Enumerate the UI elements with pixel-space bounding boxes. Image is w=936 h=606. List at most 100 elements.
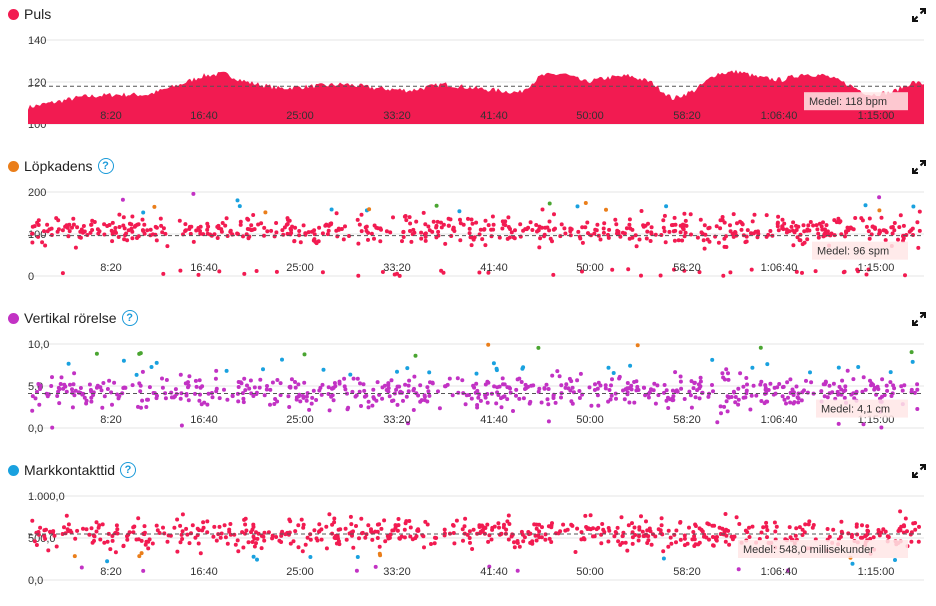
data-point <box>680 238 685 243</box>
data-point <box>378 239 383 244</box>
data-point <box>138 383 143 388</box>
data-point <box>88 388 93 392</box>
x-tick-label: 25:00 <box>286 566 314 578</box>
data-point <box>341 237 346 242</box>
y-tick-label: 0 <box>28 271 34 283</box>
data-point <box>745 228 750 233</box>
data-point <box>666 544 671 549</box>
help-icon[interactable]: ? <box>120 462 137 478</box>
data-point <box>630 541 635 546</box>
expand-icon[interactable] <box>912 160 926 174</box>
data-point <box>470 221 475 226</box>
data-point <box>669 223 674 228</box>
data-point <box>915 220 920 225</box>
data-point <box>94 520 99 525</box>
data-point <box>90 228 95 232</box>
data-point <box>251 522 256 527</box>
expand-icon[interactable] <box>912 312 926 326</box>
data-point <box>896 237 900 242</box>
data-point <box>222 523 227 528</box>
data-point <box>380 396 385 401</box>
data-point <box>536 389 541 394</box>
expand-icon[interactable] <box>912 464 926 478</box>
data-point <box>625 548 630 553</box>
data-point <box>110 538 115 543</box>
data-point <box>737 522 742 526</box>
data-point <box>872 385 877 390</box>
data-point <box>354 393 359 398</box>
data-point <box>813 269 818 274</box>
data-point <box>661 218 666 223</box>
data-point <box>304 394 309 399</box>
data-point <box>215 236 220 240</box>
data-point <box>241 400 246 405</box>
data-point <box>491 227 496 232</box>
x-tick-label: 16:40 <box>190 414 218 426</box>
data-point <box>723 512 728 516</box>
data-point <box>577 396 582 400</box>
data-point <box>458 217 462 222</box>
data-point <box>634 388 639 393</box>
data-point <box>116 396 121 401</box>
data-point <box>401 398 405 403</box>
data-point <box>296 523 301 528</box>
data-point <box>184 393 189 398</box>
data-point <box>159 223 164 228</box>
data-point <box>868 536 873 541</box>
data-point <box>777 382 782 386</box>
data-point <box>185 532 190 537</box>
data-point <box>591 534 595 539</box>
data-point <box>664 398 669 403</box>
series-color-dot <box>8 464 19 476</box>
data-point <box>497 525 501 530</box>
x-tick-label: 16:40 <box>190 566 218 578</box>
data-point <box>637 534 641 539</box>
data-point <box>563 231 568 236</box>
help-icon[interactable]: ? <box>121 310 138 326</box>
data-point <box>538 236 543 241</box>
data-point <box>521 228 526 233</box>
help-icon[interactable]: ? <box>97 158 114 174</box>
data-point <box>109 228 114 233</box>
data-point <box>425 399 430 404</box>
data-point <box>722 531 727 536</box>
data-point <box>393 523 398 528</box>
data-point <box>505 397 510 402</box>
data-point <box>553 226 557 231</box>
data-point <box>832 218 837 223</box>
data-point <box>342 384 347 389</box>
data-point <box>689 379 694 384</box>
data-point <box>256 222 261 227</box>
data-point <box>879 425 884 430</box>
data-point <box>469 217 474 222</box>
data-point <box>682 536 687 541</box>
data-point <box>127 530 132 535</box>
x-tick-label: 41:40 <box>480 262 508 274</box>
data-point <box>213 376 218 381</box>
data-point <box>139 551 144 556</box>
expand-icon[interactable] <box>912 8 926 22</box>
data-point <box>898 213 903 218</box>
data-point <box>807 519 812 524</box>
data-point <box>780 385 785 390</box>
data-point <box>549 540 554 544</box>
data-point <box>183 228 188 233</box>
data-point <box>321 367 326 372</box>
data-point <box>547 201 552 206</box>
data-point <box>515 541 520 545</box>
data-point <box>788 390 793 395</box>
data-point <box>452 541 457 546</box>
data-point <box>186 385 190 390</box>
data-point <box>195 526 200 531</box>
data-point <box>386 389 391 394</box>
data-point <box>422 545 426 550</box>
data-point <box>471 527 476 532</box>
data-point <box>806 223 811 228</box>
data-point <box>673 370 678 375</box>
data-point <box>601 230 606 235</box>
data-point <box>699 230 704 235</box>
data-point <box>36 532 41 537</box>
x-tick-label: 58:20 <box>673 262 701 274</box>
data-point <box>786 568 791 573</box>
data-point <box>38 387 42 391</box>
